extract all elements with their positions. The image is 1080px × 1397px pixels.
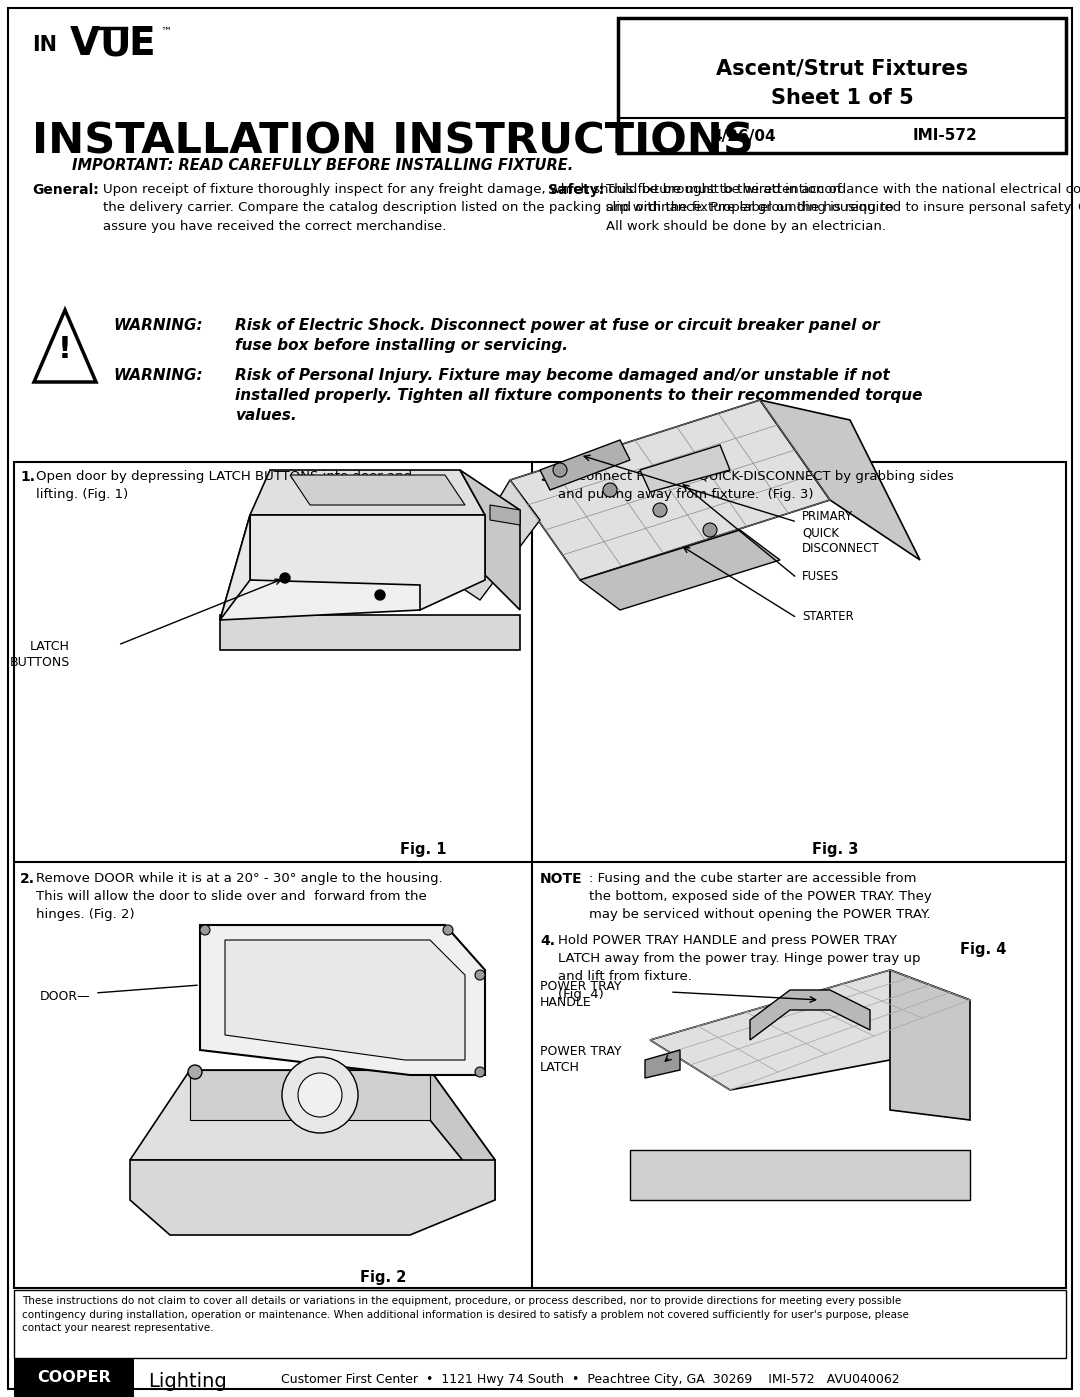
Text: POWER TRAY
HANDLE: POWER TRAY HANDLE: [540, 981, 621, 1009]
Circle shape: [475, 1067, 485, 1077]
Text: This fixture must be wired in accordance with the national electrical code and a: This fixture must be wired in accordance…: [606, 183, 1080, 233]
Text: IMI-572: IMI-572: [913, 129, 977, 144]
Polygon shape: [510, 400, 831, 580]
Text: NOTE: NOTE: [540, 872, 582, 886]
Text: Remove DOOR while it is at a 20° - 30° angle to the housing.
This will allow the: Remove DOOR while it is at a 20° - 30° a…: [36, 872, 443, 921]
Text: PRIMARY
QUICK
DISCONNECT: PRIMARY QUICK DISCONNECT: [802, 510, 880, 555]
Polygon shape: [249, 469, 485, 515]
Text: Hold POWER TRAY HANDLE and press POWER TRAY
LATCH away from the power tray. Hing: Hold POWER TRAY HANDLE and press POWER T…: [558, 935, 920, 1002]
Text: IMPORTANT: READ CAREFULLY BEFORE INSTALLING FIXTURE.: IMPORTANT: READ CAREFULLY BEFORE INSTALL…: [72, 158, 573, 173]
Text: 4.: 4.: [540, 935, 555, 949]
Polygon shape: [890, 970, 970, 1120]
Text: Risk of Electric Shock. Disconnect power at fuse or circuit breaker panel or: Risk of Electric Shock. Disconnect power…: [235, 319, 879, 332]
Polygon shape: [750, 990, 870, 1039]
Text: General:: General:: [32, 183, 98, 197]
Text: Fig. 1: Fig. 1: [400, 842, 446, 856]
Text: Customer First Center  •  1121 Hwy 74 South  •  Peachtree City, GA  30269    IMI: Customer First Center • 1121 Hwy 74 Sout…: [281, 1373, 900, 1386]
Text: Fig. 4: Fig. 4: [960, 942, 1007, 957]
Polygon shape: [220, 515, 249, 620]
Text: These instructions do not claim to cover all details or variations in the equipm: These instructions do not claim to cover…: [22, 1296, 909, 1333]
Circle shape: [443, 925, 453, 935]
Polygon shape: [580, 529, 780, 610]
Text: V: V: [70, 25, 100, 63]
Polygon shape: [220, 515, 420, 620]
Circle shape: [603, 483, 617, 497]
Text: 3.: 3.: [540, 469, 555, 483]
Polygon shape: [249, 515, 485, 610]
Polygon shape: [130, 1070, 495, 1160]
Text: FUSES: FUSES: [802, 570, 839, 583]
Text: WARNING:: WARNING:: [113, 367, 203, 383]
Text: IN: IN: [32, 35, 57, 54]
Text: STARTER: STARTER: [802, 610, 854, 623]
Circle shape: [298, 1073, 342, 1118]
Text: Fig. 3: Fig. 3: [812, 842, 859, 856]
Bar: [14, 1289, 1066, 1358]
Text: Risk of Personal Injury. Fixture may become damaged and/or unstable if not: Risk of Personal Injury. Fixture may bec…: [235, 367, 890, 383]
Polygon shape: [460, 469, 519, 610]
Polygon shape: [291, 475, 465, 504]
Polygon shape: [540, 440, 630, 490]
Text: Ascent/Strut Fixtures: Ascent/Strut Fixtures: [716, 59, 968, 78]
Text: 4/26/04: 4/26/04: [711, 129, 775, 144]
Polygon shape: [430, 1070, 495, 1200]
Polygon shape: [630, 1150, 970, 1200]
Text: values.: values.: [235, 408, 297, 423]
Bar: [14, 1358, 134, 1397]
Text: fuse box before installing or servicing.: fuse box before installing or servicing.: [235, 338, 568, 353]
Text: !: !: [58, 335, 72, 365]
Circle shape: [653, 503, 667, 517]
Bar: [14, 462, 1066, 1288]
Polygon shape: [220, 615, 519, 650]
Text: Disconnect PRIMARY QUICK-DISCONNECT by grabbing sides
and pulling away from fixt: Disconnect PRIMARY QUICK-DISCONNECT by g…: [558, 469, 954, 502]
Circle shape: [553, 462, 567, 476]
Text: LATCH
BUTTONS: LATCH BUTTONS: [10, 640, 70, 669]
Text: ™: ™: [160, 27, 171, 36]
Polygon shape: [645, 1051, 680, 1078]
Bar: [618, 18, 1066, 154]
Text: Upon receipt of fixture thoroughly inspect for any freight damage, which should : Upon receipt of fixture thoroughly inspe…: [103, 183, 893, 233]
Polygon shape: [650, 970, 970, 1090]
Circle shape: [703, 522, 717, 536]
Text: U: U: [99, 25, 131, 63]
Text: COOPER: COOPER: [37, 1370, 111, 1384]
Text: INSTALLATION INSTRUCTIONS: INSTALLATION INSTRUCTIONS: [32, 120, 754, 162]
Text: POWER TRAY
LATCH: POWER TRAY LATCH: [540, 1045, 621, 1074]
Polygon shape: [190, 1070, 430, 1120]
Text: Open door by depressing LATCH BUTTONS into door and
lifting. (Fig. 1): Open door by depressing LATCH BUTTONS in…: [36, 469, 413, 502]
Polygon shape: [450, 481, 540, 599]
Text: Safety:: Safety:: [548, 183, 604, 197]
Polygon shape: [130, 1160, 495, 1235]
Text: DOOR—: DOOR—: [40, 990, 91, 1003]
Text: : Fusing and the cube starter are accessible from
the bottom, exposed side of th: : Fusing and the cube starter are access…: [589, 872, 932, 921]
Text: Sheet 1 of 5: Sheet 1 of 5: [771, 88, 914, 108]
Text: installed properly. Tighten all fixture components to their recommended torque: installed properly. Tighten all fixture …: [235, 388, 922, 402]
Polygon shape: [200, 925, 485, 1076]
Circle shape: [282, 1058, 357, 1133]
Circle shape: [375, 590, 384, 599]
Circle shape: [200, 925, 210, 935]
Circle shape: [475, 970, 485, 981]
Text: Fig. 2: Fig. 2: [360, 1270, 406, 1285]
Polygon shape: [760, 400, 920, 560]
Text: E: E: [129, 25, 154, 63]
Polygon shape: [249, 520, 490, 560]
Text: 1.: 1.: [21, 469, 35, 483]
Text: 2.: 2.: [21, 872, 35, 886]
Polygon shape: [640, 446, 730, 492]
Polygon shape: [490, 504, 519, 525]
Text: Lighting: Lighting: [148, 1372, 227, 1391]
Circle shape: [280, 573, 291, 583]
Polygon shape: [225, 940, 465, 1060]
Circle shape: [188, 1065, 202, 1078]
Text: WARNING:: WARNING:: [113, 319, 203, 332]
Polygon shape: [33, 310, 96, 381]
